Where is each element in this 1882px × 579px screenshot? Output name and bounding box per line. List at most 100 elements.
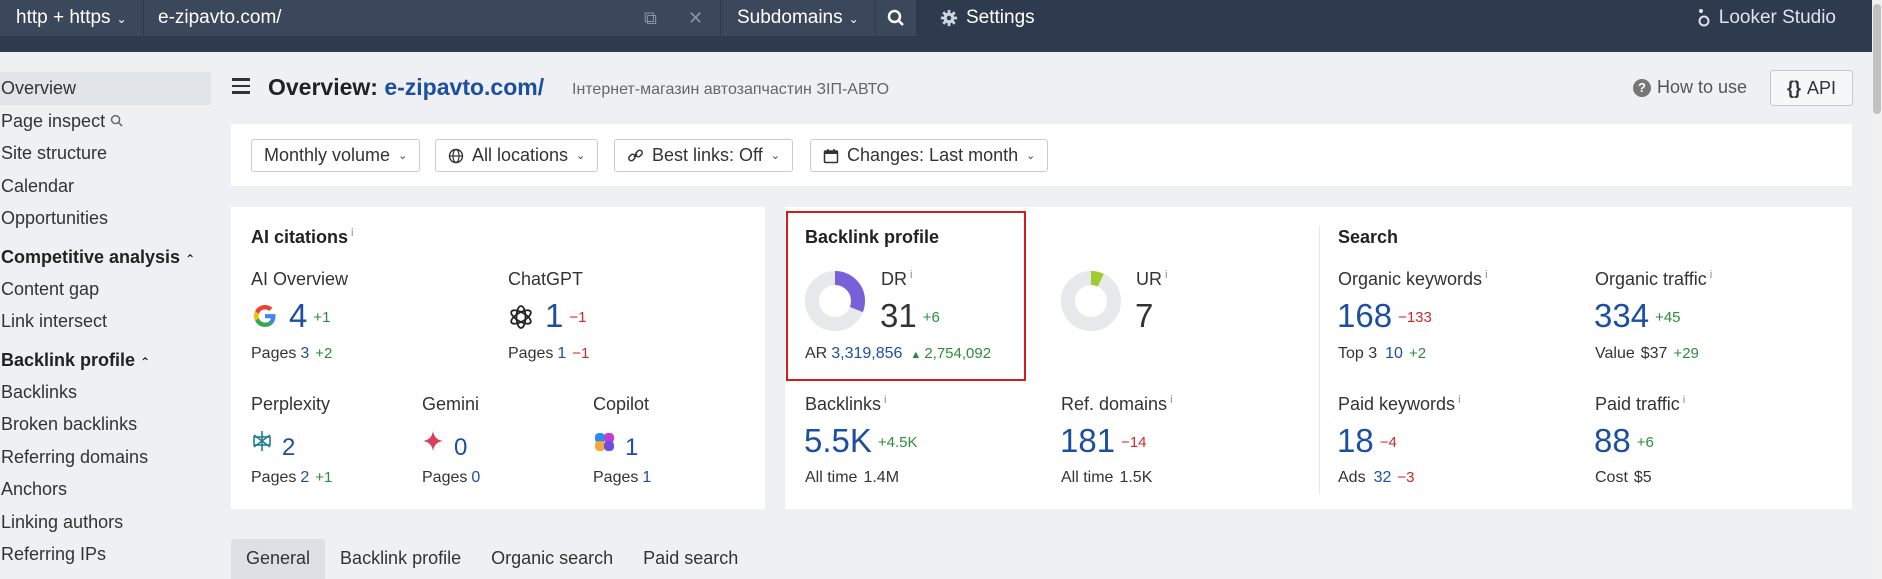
- ar-value[interactable]: 3,319,856: [831, 345, 903, 362]
- volume-filter[interactable]: Monthly volume ⌄: [251, 139, 421, 172]
- metric-value: 4: [289, 297, 308, 334]
- protocol-label: http + https: [16, 7, 111, 28]
- sidebar-section-backlink[interactable]: Backlink profile ⌃: [0, 338, 212, 376]
- pages-label: Pages: [508, 345, 554, 362]
- info-icon[interactable]: i: [351, 227, 354, 239]
- looker-label: Looker Studio: [1718, 7, 1836, 28]
- metric-value: 1: [545, 297, 564, 334]
- protocol-select[interactable]: http + https ⌄: [0, 0, 143, 36]
- pages-value[interactable]: 3: [300, 345, 310, 362]
- ur-label-text: UR: [1136, 269, 1162, 289]
- backlinks-metric[interactable]: 5.5K +4.5K: [804, 423, 918, 461]
- ur-metric[interactable]: 7: [1135, 297, 1154, 334]
- info-icon[interactable]: i: [1165, 269, 1168, 281]
- braces-icon: {}: [1786, 77, 1801, 98]
- copilot-metric[interactable]: 1: [625, 434, 639, 461]
- info-icon[interactable]: i: [910, 269, 913, 281]
- sidebar-item-content-gap[interactable]: Content gap: [1, 278, 100, 299]
- tab-general[interactable]: General: [231, 539, 326, 579]
- organic-traffic-label: Organic traffic i: [1595, 269, 1712, 290]
- perplexity-icon: [253, 431, 271, 451]
- scrollbar-thumb[interactable]: [1873, 4, 1881, 114]
- dr-donut-fill: [805, 271, 865, 331]
- organic-traffic-metric[interactable]: 334 +45: [1594, 298, 1681, 336]
- paid-traffic-sub: Cost $5: [1595, 469, 1652, 487]
- pages-value[interactable]: 1: [557, 345, 567, 362]
- subdomains-select[interactable]: Subdomains ⌄: [721, 0, 875, 36]
- scrollbar[interactable]: [1872, 0, 1882, 579]
- how-to-use-link[interactable]: ? How to use: [1633, 77, 1747, 98]
- search-button[interactable]: [876, 0, 916, 36]
- sidebar-item-page-inspect[interactable]: Page inspect: [0, 105, 212, 138]
- tab-backlink-profile[interactable]: Backlink profile: [340, 548, 462, 568]
- info-icon[interactable]: i: [884, 394, 887, 406]
- sub-value[interactable]: 32: [1373, 469, 1392, 486]
- pages-delta: +1: [315, 469, 333, 486]
- pages-value[interactable]: 2: [300, 469, 310, 486]
- gemini-metric[interactable]: 0: [454, 434, 468, 461]
- looker-icon: [1698, 9, 1710, 27]
- info-icon[interactable]: i: [1170, 394, 1173, 406]
- tab-organic-search[interactable]: Organic search: [491, 548, 614, 568]
- url-input[interactable]: e-zipavto.com/ ⧉ ✕: [144, 0, 720, 36]
- gear-icon: [940, 9, 958, 27]
- metric-value: 5.5K: [804, 422, 872, 459]
- metric-delta: +1: [313, 309, 331, 327]
- info-icon[interactable]: i: [1458, 394, 1461, 406]
- backlinks-label-text: Backlinks: [805, 394, 882, 414]
- tab-paid-search[interactable]: Paid search: [643, 548, 739, 568]
- top-bar: http + https ⌄ e-zipavto.com/ ⧉ ✕ Subdoma…: [0, 0, 1872, 52]
- ai-overview-metric[interactable]: 4 +1: [289, 298, 330, 336]
- sidebar-item-broken-backlinks[interactable]: Broken backlinks: [1, 414, 138, 434]
- external-link-icon[interactable]: ⧉: [644, 8, 657, 28]
- organic-keywords-metric[interactable]: 168 −133: [1337, 298, 1432, 336]
- sidebar: Overview Page inspect Site structure Cal…: [0, 72, 212, 571]
- sidebar-item-backlinks[interactable]: Backlinks: [1, 381, 78, 402]
- sidebar-item-referring-domains[interactable]: Referring domains: [1, 446, 149, 467]
- filter-label: Changes: Last month: [847, 145, 1019, 165]
- paid-traffic-metric[interactable]: 88 +6: [1594, 423, 1654, 461]
- pages-label: Pages: [251, 469, 297, 486]
- chevron-down-icon: ⌄: [116, 12, 127, 26]
- best-links-filter[interactable]: Best links: Off ⌄: [614, 139, 793, 172]
- sidebar-item-site-structure[interactable]: Site structure: [1, 143, 108, 163]
- pages-value[interactable]: 0: [471, 469, 481, 486]
- chatgpt-metric[interactable]: 1 −1: [545, 298, 586, 336]
- changes-filter[interactable]: Changes: Last month ⌄: [810, 139, 1049, 172]
- sidebar-item-calendar[interactable]: Calendar: [1, 175, 75, 196]
- sub-value: $37: [1640, 345, 1668, 362]
- pages-delta: −1: [572, 345, 590, 362]
- sidebar-item-referring-ips[interactable]: Referring IPs: [1, 544, 107, 564]
- metric-delta: +6: [922, 309, 940, 327]
- menu-icon[interactable]: [232, 78, 250, 94]
- sidebar-item-overview[interactable]: Overview: [0, 72, 211, 105]
- dr-metric[interactable]: 31 +6: [880, 298, 940, 336]
- sidebar-item-anchors[interactable]: Anchors: [1, 479, 68, 499]
- paid-keywords-metric[interactable]: 18 −4: [1337, 423, 1397, 461]
- filters-bar: Monthly volume ⌄ All locations ⌄ Best link…: [231, 124, 1852, 186]
- info-icon[interactable]: i: [1682, 394, 1686, 406]
- perplexity-metric[interactable]: 2: [282, 434, 296, 461]
- calendar-icon: [823, 148, 839, 163]
- sidebar-item-linking-authors[interactable]: Linking authors: [1, 511, 124, 532]
- gemini-label: Gemini: [422, 394, 480, 414]
- locations-filter[interactable]: All locations ⌄: [435, 139, 599, 172]
- metric-delta: −4: [1379, 434, 1397, 452]
- pages-value[interactable]: 1: [642, 469, 652, 486]
- clear-icon[interactable]: ✕: [688, 8, 704, 28]
- sidebar-item-link-intersect[interactable]: Link intersect: [1, 311, 108, 331]
- sidebar-section-competitive[interactable]: Competitive analysis ⌃: [0, 235, 212, 273]
- sidebar-item-opportunities[interactable]: Opportunities: [1, 208, 109, 228]
- refdomains-metric[interactable]: 181 −14: [1060, 423, 1147, 461]
- settings-button[interactable]: Settings: [940, 0, 1035, 36]
- info-icon[interactable]: i: [1709, 269, 1713, 281]
- dr-donut-chart: [805, 271, 865, 331]
- page-subtitle: Інтернет-магазин автозапчастин ЗІП-АВТО: [572, 81, 890, 98]
- title-domain-link[interactable]: e-zipavto.com/: [384, 74, 545, 100]
- api-button[interactable]: {} API: [1770, 70, 1853, 106]
- info-icon[interactable]: i: [1485, 269, 1488, 281]
- chatgpt-pages: Pages 1 −1: [508, 345, 589, 363]
- looker-studio-button[interactable]: Looker Studio: [1697, 0, 1836, 36]
- search-icon: [110, 114, 123, 127]
- sub-value[interactable]: 10: [1385, 345, 1403, 362]
